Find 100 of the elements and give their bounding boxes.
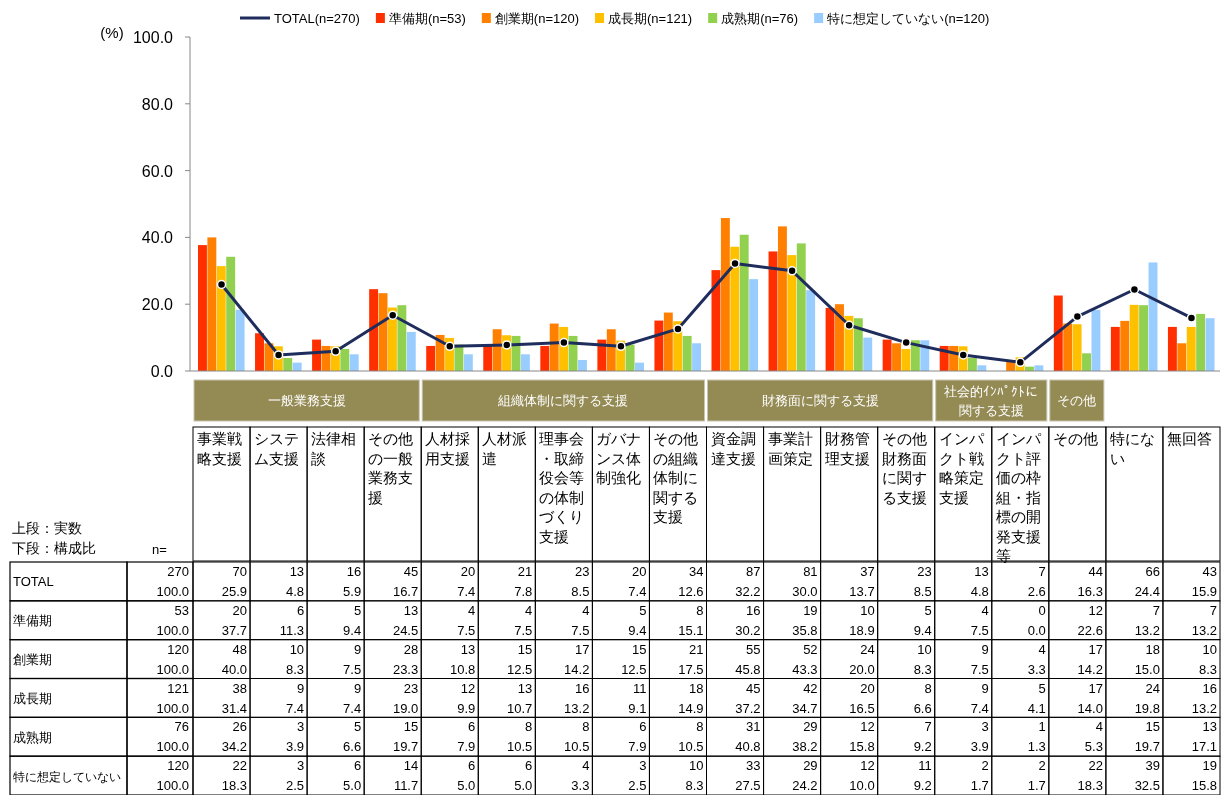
text: 特に想定していない	[13, 769, 121, 784]
data-label: 1 1.3	[1027, 719, 1046, 755]
data-label: 37 13.7	[849, 564, 875, 599]
x-tick-label: その他の一般業務支援	[368, 430, 414, 506]
data-label: 26 34.2	[221, 719, 248, 755]
bar	[787, 255, 797, 371]
data-label: 24 20.0	[849, 641, 875, 677]
text: 成長期	[13, 690, 52, 706]
data-label: 13 4.8	[970, 564, 989, 599]
data-label: 6 11.3	[279, 602, 305, 638]
data-label: 8 10.5	[564, 719, 590, 755]
bar	[1186, 326, 1196, 371]
bar	[1072, 324, 1082, 371]
bar	[283, 357, 293, 371]
data-label: 3 2.5	[628, 758, 647, 794]
data-label: 31 40.8	[735, 719, 761, 755]
data-label: 66 24.4	[1134, 564, 1160, 599]
y-axis-title: (%)	[100, 24, 124, 41]
bar	[739, 234, 749, 371]
data-label: 28 23.3	[392, 641, 419, 677]
x-tick-label: 無回答	[1166, 430, 1212, 447]
data-label: 10 8.3	[913, 641, 932, 677]
y-tick-label: 0.0	[150, 363, 174, 380]
data-label: 10 8.3	[685, 758, 704, 794]
text: 270 100.0	[156, 564, 189, 599]
legend-label: 成熟期(n=76)	[721, 11, 799, 26]
data-label: 15 12.5	[507, 641, 533, 677]
x-tick-label: 事業計画策定	[767, 430, 813, 467]
data-label: 15 12.5	[621, 641, 647, 677]
x-tick-label: 事業戦略支援	[197, 430, 242, 467]
data-label: 12 15.8	[849, 719, 875, 755]
y-tick-label: 80.0	[141, 95, 174, 113]
data-label: 16 5.9	[343, 564, 362, 599]
data-label: 8 15.1	[678, 602, 704, 638]
legend-label: 特に想定していない(n=120)	[827, 11, 990, 26]
data-label: 13 17.1	[1191, 719, 1217, 755]
x-tick-label: 特にない	[1109, 430, 1155, 467]
bar	[711, 270, 721, 371]
bar	[1110, 326, 1120, 371]
data-label: 11 9.2	[913, 758, 932, 794]
x-tick-label: 財務管理支援	[824, 430, 870, 467]
data-label: 17 14.2	[564, 641, 590, 677]
data-label: 7 2.6	[1027, 564, 1046, 599]
data-label: 24 19.8	[1134, 680, 1160, 716]
data-label: 11 9.1	[628, 680, 647, 716]
data-label: 12 10.0	[849, 758, 875, 794]
legend-label: 成長期(n=121)	[608, 11, 693, 26]
data-label: 16 13.2	[1191, 680, 1217, 716]
text: 創業期	[13, 652, 52, 668]
data-label: 81 30.0	[792, 564, 818, 599]
bar	[1129, 304, 1139, 371]
data-label: 3 2.5	[286, 758, 305, 794]
bar	[720, 218, 730, 371]
text: 成熟期	[13, 729, 52, 745]
data-label: 16 30.2	[735, 602, 761, 638]
data-label: 8 6.6	[913, 680, 932, 716]
data-label: 18 15.0	[1134, 641, 1160, 677]
data-label: 20 16.5	[849, 680, 875, 716]
data-label: 44 16.3	[1077, 564, 1103, 599]
data-label: 45 37.2	[735, 680, 761, 716]
data-label: 10 8.3	[286, 641, 305, 677]
bar	[340, 348, 350, 371]
bar	[197, 245, 207, 371]
data-label: 9 7.5	[970, 641, 989, 677]
x-tick-label: システム支援	[254, 430, 300, 467]
data-label: 14 11.7	[393, 758, 419, 794]
data-label: 7 13.2	[1134, 602, 1160, 638]
data-label: 29 38.2	[792, 719, 818, 755]
legend-label: 創業期(n=120)	[494, 11, 579, 26]
bar	[1167, 326, 1177, 371]
bar	[1091, 309, 1101, 371]
legend-label: 準備期(n=53)	[388, 11, 466, 26]
data-label: 8 10.5	[678, 719, 704, 755]
bar	[1063, 323, 1073, 371]
data-label: 4 3.3	[571, 758, 590, 794]
data-label: 19 15.8	[1191, 758, 1217, 794]
x-tick-label: 資金調達支援	[710, 430, 756, 467]
data-label: 4 3.3	[1027, 641, 1046, 677]
data-label: 19 35.8	[792, 602, 818, 638]
data-label: 22 18.3	[1077, 758, 1103, 794]
bar	[882, 339, 892, 371]
data-label: 5 9.4	[343, 602, 362, 638]
group-headers: 一般業務支援 組織体制に関する支援 財務面に関する支援 社会的ｲﾝﾊﾟｸﾄに関する支援 その他	[193, 379, 1105, 422]
x-tick-label: その他の組織体制に関する支援	[653, 430, 699, 525]
bar	[853, 318, 863, 371]
data-label: 13 24.5	[392, 602, 419, 638]
text: 121 100.0	[156, 680, 189, 716]
data-label: 9 7.4	[343, 680, 362, 716]
data-label: 12 9.9	[457, 680, 476, 716]
x-tick-label: 理事会・取締役会等の体制づくり支援	[539, 430, 585, 545]
data-label: 5 9.4	[628, 602, 647, 638]
x-tick-label: その他	[1052, 430, 1098, 447]
bar	[406, 331, 416, 371]
x-tick-label: 人材派遣	[482, 430, 528, 467]
legend-label: TOTAL(n=270)	[274, 11, 360, 26]
data-label: 9 7.4	[286, 680, 305, 716]
bar	[777, 226, 787, 371]
data-label: 10 18.9	[849, 602, 875, 638]
bar	[426, 345, 436, 371]
bar	[264, 343, 274, 371]
